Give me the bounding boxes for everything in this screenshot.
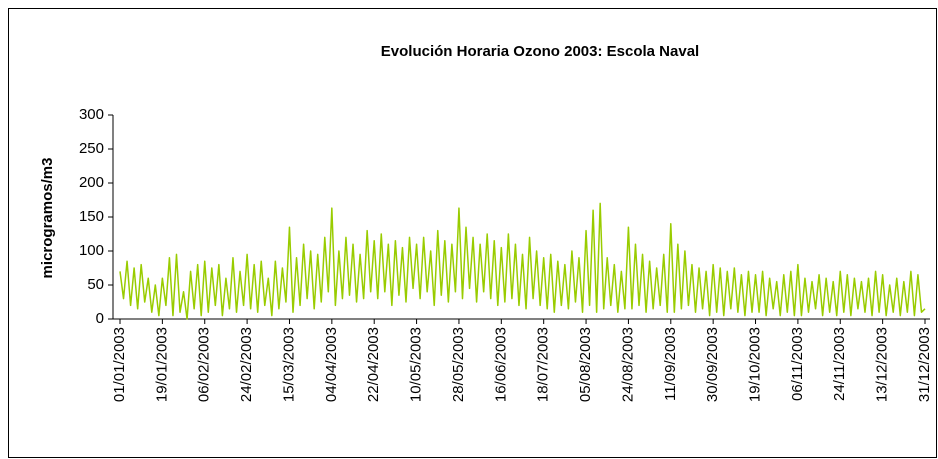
x-tick-label: 06/02/2003 <box>196 327 213 402</box>
x-tick-label: 11/09/2003 <box>662 327 679 401</box>
x-tick-label: 10/05/2003 <box>408 327 425 402</box>
y-tick-label: 200 <box>79 174 104 191</box>
x-tick-label: 19/01/2003 <box>153 327 170 402</box>
x-tick-label: 01/01/2003 <box>111 327 128 402</box>
x-tick-label: 24/02/2003 <box>238 327 255 402</box>
x-tick-label: 18/07/2003 <box>535 327 552 402</box>
y-tick-label: 150 <box>79 208 104 225</box>
x-tick-label: 04/04/2003 <box>323 327 340 402</box>
x-tick-label: 30/09/2003 <box>704 327 721 402</box>
chart-title: Evolución Horaria Ozono 2003: Escola Nav… <box>381 43 699 60</box>
x-tick-label: 05/08/2003 <box>577 327 594 402</box>
series-line <box>119 202 926 320</box>
y-tick-label: 100 <box>79 242 104 259</box>
y-tick-label: 50 <box>87 276 104 293</box>
y-tick-label: 300 <box>79 106 104 123</box>
x-tick-label: 22/04/2003 <box>365 327 382 402</box>
x-tick-label: 24/11/2003 <box>831 327 848 401</box>
x-tick-label: 13/12/2003 <box>874 327 891 402</box>
x-tick-label: 16/06/2003 <box>492 327 509 402</box>
x-tick-label: 28/05/2003 <box>450 327 467 402</box>
x-tick-label: 31/12/2003 <box>916 327 933 402</box>
x-tick-label: 19/10/2003 <box>746 327 763 402</box>
x-tick-label: 15/03/2003 <box>280 327 297 402</box>
y-tick-label: 0 <box>96 310 104 327</box>
y-axis-label: microgramos/m3 <box>39 158 56 279</box>
chart-border <box>8 8 937 458</box>
y-tick-label: 250 <box>79 140 104 157</box>
x-tick-label: 06/11/2003 <box>789 327 806 401</box>
x-tick-label: 24/08/2003 <box>619 327 636 402</box>
